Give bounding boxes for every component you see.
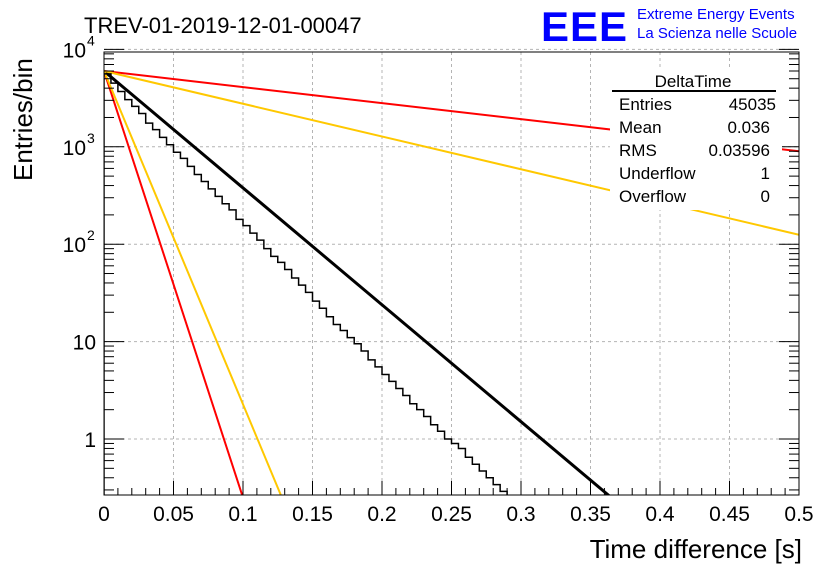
x-tick-label: 0.35 bbox=[570, 503, 611, 526]
fit-curve-4 bbox=[104, 70, 282, 495]
x-tick-label: 0.2 bbox=[367, 503, 396, 526]
y-tick-exponent: 3 bbox=[87, 130, 95, 146]
stats-title: DeltaTime bbox=[655, 72, 732, 91]
y-tick-exponent: 2 bbox=[87, 227, 95, 243]
x-tick-label: 0.25 bbox=[431, 503, 472, 526]
y-tick-exponent: 4 bbox=[87, 32, 95, 48]
eee-logo-line1: Extreme Energy Events bbox=[637, 6, 795, 23]
y-tick-label: 10 bbox=[63, 234, 86, 257]
stats-overflow-label: Overflow bbox=[619, 187, 687, 206]
y-tick-label: 10 bbox=[73, 332, 96, 355]
eee-logo: EEE Extreme Energy Events La Scienza nel… bbox=[541, 3, 797, 50]
eee-logo-mark: EEE bbox=[541, 3, 628, 50]
stats-box: DeltaTime Entries 45035 Mean 0.036 RMS 0… bbox=[610, 70, 782, 210]
x-tick-label: 0 bbox=[98, 503, 110, 526]
x-tick-label: 0.45 bbox=[709, 503, 750, 526]
x-tick-label: 0.4 bbox=[645, 503, 675, 526]
axes: 0 0.05 0.1 0.15 0.2 0.25 0.3 0.35 0.4 0.45 0.51101… bbox=[63, 32, 814, 526]
x-tick-label: 0.3 bbox=[506, 503, 535, 526]
y-axis-label: Entries/bin bbox=[8, 58, 38, 181]
stats-entries-value: 45035 bbox=[729, 95, 776, 114]
stats-rms-value: 0.03596 bbox=[709, 141, 770, 160]
x-axis-label: Time difference [s] bbox=[590, 534, 802, 564]
stats-rms-label: RMS bbox=[619, 141, 657, 160]
stats-box-background bbox=[610, 70, 782, 210]
histogram-outline bbox=[104, 73, 508, 495]
x-tick-label: 0.05 bbox=[153, 503, 194, 526]
stats-entries-label: Entries bbox=[619, 95, 672, 114]
stats-underflow-value: 1 bbox=[761, 164, 770, 183]
x-tick-label: 0.1 bbox=[228, 503, 257, 526]
y-tick-label: 1 bbox=[84, 429, 96, 452]
eee-logo-line2: La Scienza nelle Scuole bbox=[637, 25, 797, 42]
histogram bbox=[104, 73, 508, 495]
x-tick-label: 0.5 bbox=[784, 503, 813, 526]
y-tick-label: 10 bbox=[63, 137, 86, 160]
chart-title: TREV-01-2019-12-01-00047 bbox=[84, 13, 362, 38]
y-tick-label: 10 bbox=[63, 39, 86, 62]
stats-overflow-value: 0 bbox=[761, 187, 770, 206]
x-tick-label: 0.15 bbox=[292, 503, 333, 526]
fit-curve-0 bbox=[104, 69, 611, 495]
fit-curve-2 bbox=[104, 70, 244, 495]
stats-underflow-label: Underflow bbox=[619, 164, 696, 183]
stats-mean-value: 0.036 bbox=[727, 118, 770, 137]
stats-mean-label: Mean bbox=[619, 118, 662, 137]
